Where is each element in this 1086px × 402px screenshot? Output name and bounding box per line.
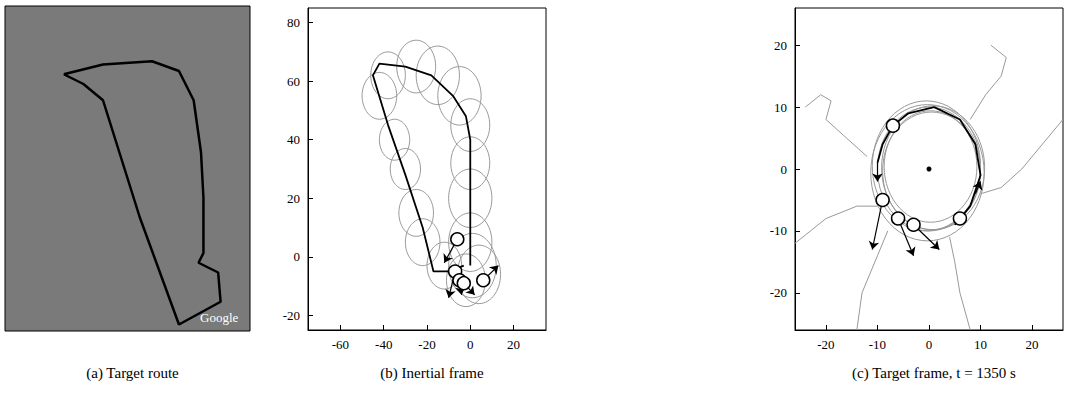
svg-text:10: 10 — [774, 100, 787, 115]
svg-text:0: 0 — [781, 162, 788, 177]
svg-text:-10: -10 — [770, 223, 787, 238]
svg-text:60: 60 — [287, 74, 300, 89]
svg-text:20: 20 — [1026, 337, 1039, 352]
svg-text:-20: -20 — [770, 285, 787, 300]
svg-text:-60: -60 — [332, 337, 349, 352]
svg-text:(b) Inertial frame: (b) Inertial frame — [380, 365, 484, 382]
svg-text:20: 20 — [287, 191, 300, 206]
svg-text:0: 0 — [467, 337, 474, 352]
svg-text:Google: Google — [200, 310, 239, 325]
svg-text:0: 0 — [926, 337, 933, 352]
svg-text:10: 10 — [974, 337, 987, 352]
svg-text:-40: -40 — [375, 337, 392, 352]
svg-text:-10: -10 — [869, 337, 886, 352]
svg-text:(c) Target frame, t = 1350 s: (c) Target frame, t = 1350 s — [852, 365, 1016, 382]
svg-text:-20: -20 — [418, 337, 435, 352]
svg-text:(a) Target route: (a) Target route — [86, 365, 179, 382]
svg-text:-20: -20 — [283, 308, 300, 323]
svg-text:20: 20 — [774, 38, 787, 53]
svg-text:40: 40 — [287, 132, 300, 147]
svg-text:0: 0 — [294, 249, 301, 264]
svg-text:-20: -20 — [817, 337, 834, 352]
svg-text:80: 80 — [287, 15, 300, 30]
svg-text:20: 20 — [507, 337, 520, 352]
